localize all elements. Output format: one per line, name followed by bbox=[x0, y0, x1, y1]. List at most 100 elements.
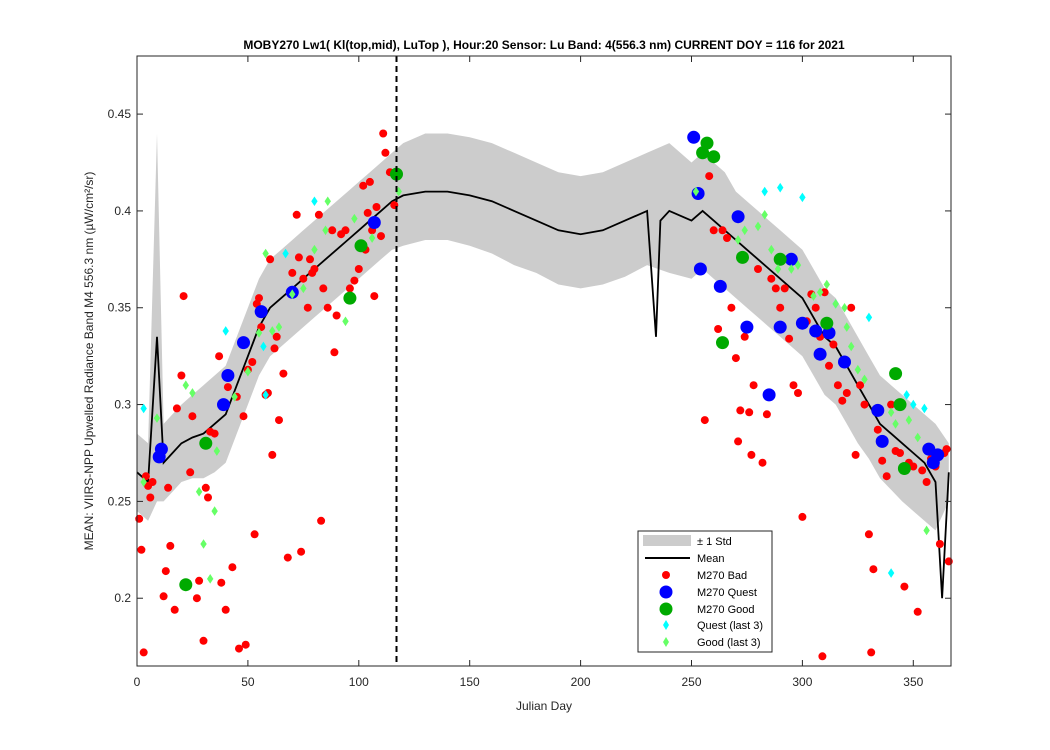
good-point bbox=[707, 150, 721, 164]
bad-point bbox=[833, 381, 842, 390]
bad-point bbox=[882, 472, 891, 481]
bad-point bbox=[864, 530, 873, 539]
x-tick-label: 300 bbox=[792, 675, 812, 689]
legend-good-label: M270 Good bbox=[697, 604, 754, 616]
bad-point bbox=[731, 354, 740, 363]
good-last3-point bbox=[832, 299, 839, 309]
quest-point bbox=[740, 320, 754, 334]
bad-point bbox=[146, 493, 155, 502]
good-last3-point bbox=[768, 244, 775, 255]
bad-point bbox=[186, 468, 195, 477]
y-tick-label: 0.4 bbox=[114, 204, 131, 218]
good-last3-point bbox=[351, 213, 358, 224]
good-point bbox=[354, 239, 368, 253]
bad-point bbox=[221, 605, 230, 614]
y-axis-label: MEAN: VIIRS-NPP Upwelled Radiance Band M… bbox=[82, 172, 96, 551]
bad-point bbox=[873, 425, 882, 434]
bad-point bbox=[825, 361, 833, 370]
quest-point bbox=[762, 388, 776, 402]
y-tick-label: 0.3 bbox=[114, 398, 131, 412]
quest-last3-point bbox=[761, 186, 768, 197]
bad-point bbox=[323, 303, 332, 312]
quest-last3-point bbox=[311, 196, 318, 207]
good-last3-point bbox=[189, 388, 196, 398]
good-last3-point bbox=[213, 446, 221, 456]
bad-point bbox=[210, 429, 219, 438]
good-point bbox=[199, 436, 213, 450]
bad-point bbox=[241, 640, 250, 649]
bad-point bbox=[350, 276, 359, 285]
good-last3-point bbox=[843, 322, 850, 332]
good-last3-point bbox=[289, 289, 296, 299]
bad-point bbox=[161, 567, 170, 576]
quest-point bbox=[691, 187, 705, 200]
chart-title: MOBY270 Lw1( Kl(top,mid), LuTop ), Hour:… bbox=[243, 38, 845, 52]
quest-last3-point bbox=[140, 403, 147, 414]
quest-point bbox=[822, 326, 836, 340]
bad-point bbox=[294, 253, 303, 262]
legend-quest-last3-swatch bbox=[663, 620, 669, 630]
bad-point bbox=[878, 456, 887, 465]
quest-point bbox=[875, 434, 889, 448]
bad-point bbox=[319, 284, 328, 293]
quest-last3-point bbox=[799, 192, 806, 203]
bad-point bbox=[177, 371, 186, 380]
bad-point bbox=[723, 234, 731, 242]
bad-point bbox=[789, 381, 798, 390]
bad-point bbox=[270, 344, 279, 353]
legend-quest-label: M270 Quest bbox=[697, 587, 757, 599]
bad-point bbox=[228, 563, 237, 572]
good-last3-point bbox=[311, 244, 318, 255]
quest-point bbox=[237, 336, 250, 350]
bad-point bbox=[851, 450, 860, 459]
quest-point bbox=[713, 279, 727, 293]
bad-point bbox=[829, 340, 838, 349]
bad-point bbox=[235, 644, 243, 653]
bad-point bbox=[170, 605, 179, 614]
bad-point bbox=[148, 478, 157, 486]
bad-point bbox=[199, 636, 208, 645]
points-layer bbox=[135, 129, 953, 661]
bad-point bbox=[250, 530, 259, 539]
quest-point bbox=[784, 252, 798, 266]
bad-point bbox=[918, 466, 927, 475]
good-last3-point bbox=[153, 413, 161, 423]
quest-point bbox=[693, 262, 707, 276]
bad-point bbox=[740, 332, 749, 341]
quest-point bbox=[931, 448, 945, 462]
y-tick-label: 0.25 bbox=[108, 494, 132, 508]
legend-good-swatch bbox=[659, 602, 673, 616]
good-last3-point bbox=[887, 407, 895, 418]
bad-point bbox=[734, 437, 743, 446]
bad-point bbox=[887, 400, 896, 409]
good-last3-point bbox=[861, 374, 868, 385]
y-axis-ticks: 0.2 0.25 0.3 0.35 0.4 0.45 bbox=[108, 107, 951, 605]
mean-line bbox=[136, 190, 950, 599]
good-last3-point bbox=[211, 506, 218, 516]
good-last3-point bbox=[841, 302, 848, 313]
good-last3-point bbox=[823, 279, 830, 290]
quest-last3-point bbox=[777, 182, 784, 193]
bad-point bbox=[745, 408, 754, 417]
bad-point bbox=[164, 483, 173, 492]
bad-point bbox=[379, 129, 388, 138]
good-point bbox=[696, 146, 710, 160]
bad-point bbox=[754, 265, 762, 273]
bad-point bbox=[749, 381, 758, 390]
bad-point bbox=[135, 514, 144, 523]
good-point bbox=[716, 336, 729, 350]
y-tick-label: 0.2 bbox=[114, 591, 131, 605]
bad-point bbox=[268, 450, 277, 459]
bad-point bbox=[166, 541, 175, 550]
x-tick-label: 100 bbox=[349, 675, 369, 689]
bad-point bbox=[332, 311, 341, 320]
bad-point bbox=[736, 406, 745, 415]
good-point bbox=[179, 578, 193, 592]
bad-point bbox=[377, 232, 385, 241]
good-point bbox=[893, 398, 907, 412]
quest-point bbox=[154, 442, 168, 456]
bad-point bbox=[718, 226, 727, 235]
bad-point bbox=[223, 383, 232, 392]
good-last3-point bbox=[810, 291, 817, 301]
bad-point bbox=[771, 284, 780, 293]
